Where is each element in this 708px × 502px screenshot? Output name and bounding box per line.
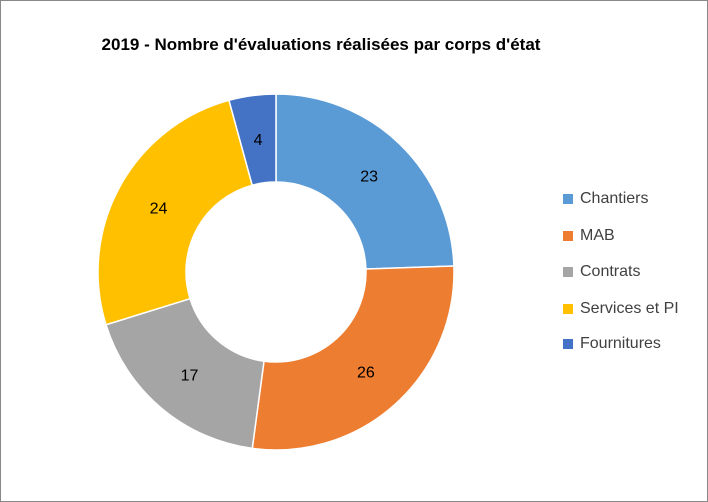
legend-item: MAB: [563, 227, 615, 245]
legend-swatch: [563, 339, 573, 349]
legend-item: Chantiers: [563, 190, 648, 208]
legend-label: MAB: [580, 227, 615, 244]
legend-swatch: [563, 194, 573, 204]
legend-label: Services et PI: [580, 300, 679, 317]
donut-slice-services-et-pi: [97, 99, 254, 326]
data-label: 4: [254, 132, 263, 149]
legend-swatch: [563, 304, 573, 314]
chart-title: 2019 - Nombre d'évaluations réalisées pa…: [101, 35, 541, 54]
donut-slice-chantiers: [275, 93, 455, 270]
donut-slice-contrats: [105, 297, 265, 450]
donut-slice-mab: [251, 265, 455, 451]
legend-item: Fournitures: [563, 335, 661, 353]
legend-label: Chantiers: [580, 190, 649, 207]
donut-slice-fournitures: [228, 93, 277, 187]
legend-label: Fournitures: [580, 335, 661, 352]
legend-item: Services et PI: [563, 300, 679, 318]
data-label: 17: [181, 367, 199, 384]
data-label: 24: [150, 201, 168, 218]
legend-swatch: [563, 267, 573, 277]
data-label: 26: [357, 364, 375, 381]
legend-label: Contrats: [580, 263, 641, 280]
legend-swatch: [563, 231, 573, 241]
legend-item: Contrats: [563, 263, 640, 281]
data-label: 23: [360, 169, 378, 186]
